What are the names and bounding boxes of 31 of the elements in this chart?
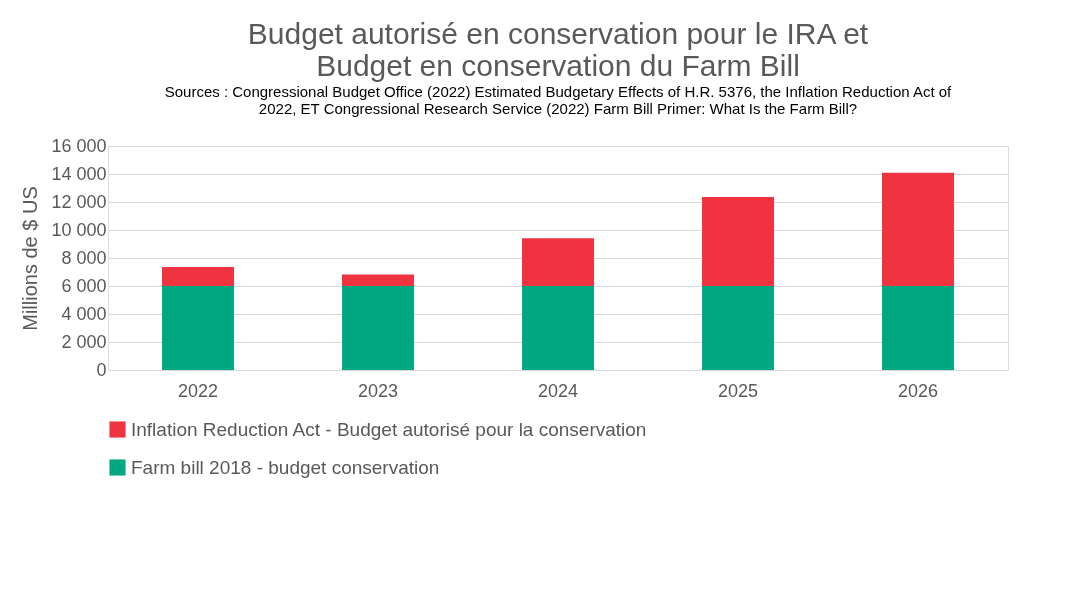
source-note: Sources : Congressional Budget Office (2022) Estimated Budgetary Effects of H.R. 5376, the Inflation Reduction Act of (164, 83, 953, 100)
y-tick-label: 0 (96, 359, 107, 380)
bar (342, 274, 414, 286)
bar (882, 286, 954, 370)
bar (882, 172, 954, 286)
legend-label: Inflation Reduction Act - Budget autorisé pour la conservation (131, 418, 647, 440)
y-tick-label: 4 000 (61, 303, 107, 324)
bar (522, 286, 594, 370)
y-tick-label: 14 000 (51, 163, 107, 184)
x-tick-label: 2024 (537, 380, 579, 401)
x-tick-label: 2023 (357, 380, 399, 401)
y-tick-label: 8 000 (61, 247, 107, 268)
text: 2022, ET Congressional Research Service (2022) Farm Bill Primer: What Is the Farm Bill? (258, 100, 858, 117)
y-tick-label: 6 000 (61, 275, 107, 296)
y-tick-label: 12 000 (51, 191, 107, 212)
bar (702, 196, 774, 286)
y-tick-label: 2 000 (61, 331, 107, 352)
x-tick-label: 2026 (897, 380, 939, 401)
bar (702, 286, 774, 370)
y-tick-label: 16 000 (51, 135, 107, 156)
bar (522, 238, 594, 286)
text: Budget en conservation du Farm Bill (316, 49, 800, 82)
text: Budget autorisé en conservation pour le IRA et (247, 17, 869, 50)
y-axis-title: Millions de $ US (19, 186, 42, 331)
bar (162, 266, 234, 286)
bar (342, 286, 414, 370)
legend-label: Farm bill 2018 - budget conservation (131, 456, 440, 478)
x-tick-label: 2025 (717, 380, 759, 401)
y-tick-label: 10 000 (51, 219, 107, 240)
x-tick-label: 2022 (177, 380, 219, 401)
bar (162, 286, 234, 370)
